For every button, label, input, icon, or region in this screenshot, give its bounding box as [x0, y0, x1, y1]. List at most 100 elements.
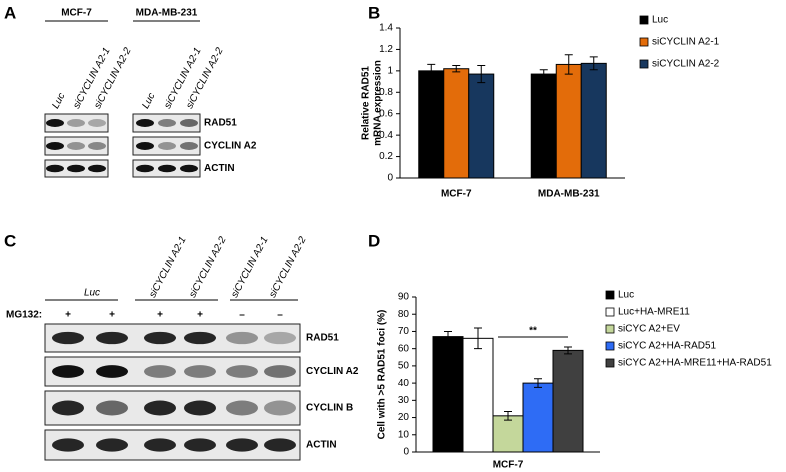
error-bar [539, 69, 548, 79]
blot-band [158, 119, 176, 127]
legend-swatch [605, 341, 615, 351]
blot-band [136, 164, 154, 173]
blot-band [88, 142, 106, 150]
bar [418, 70, 445, 179]
y-tick-label: 60 [398, 343, 410, 354]
blot-band [144, 365, 176, 378]
y-tick-label: 40 [398, 378, 410, 389]
blot-band [264, 365, 296, 378]
y-tick-label: 0 [387, 173, 393, 184]
blot-band [184, 365, 216, 378]
blot-band [180, 119, 198, 127]
blot-band [96, 331, 128, 345]
treatment-label: MG132: [6, 310, 42, 321]
blot-band [264, 438, 296, 452]
legend-label: siCYC A2+HA-RAD51 [618, 341, 717, 352]
legend-swatch [639, 15, 649, 25]
row-label: RAD51 [204, 118, 237, 129]
legend-label: siCYCLIN A2-2 [652, 59, 720, 70]
x-tick-label: MCF-7 [493, 460, 524, 471]
error-bar [589, 56, 598, 71]
lane-label: siCYCLIN A2-2 [187, 235, 229, 300]
blot-band [226, 400, 258, 416]
blot-band [264, 400, 296, 416]
row-label: ACTIN [306, 440, 337, 451]
blot-band [184, 331, 216, 345]
group-label: MCF-7 [61, 8, 92, 19]
panel-label: C [4, 231, 16, 250]
blot-band [52, 438, 84, 452]
row-label: CYCLIN B [306, 403, 353, 414]
blot-band [46, 164, 64, 173]
legend-label: siCYC A2+HA-MRE11+HA-RAD51 [618, 358, 772, 369]
bar [530, 73, 557, 179]
blot-band [52, 331, 84, 345]
bar [522, 382, 554, 453]
blot-band [52, 400, 84, 416]
group-label: Luc [84, 288, 100, 299]
bar [492, 415, 524, 453]
y-tick-label: 10 [398, 429, 410, 440]
blot-strip [44, 136, 109, 156]
blot-band [144, 400, 176, 416]
error-bar [504, 411, 512, 421]
lane-label: siCYCLIN A2-2 [267, 235, 309, 300]
legend-label: siCYCLIN A2-1 [652, 37, 720, 48]
blot-band [226, 438, 258, 452]
blot-band [226, 365, 258, 378]
y-tick-label: 30 [398, 395, 410, 406]
y-tick-label: 1 [387, 65, 393, 76]
treatment-mark: – [277, 310, 283, 321]
error-bar [427, 63, 436, 78]
blot-band [88, 119, 106, 127]
y-tick-label: 0.2 [379, 151, 393, 162]
row-label: RAD51 [306, 333, 339, 344]
panel-label: B [368, 3, 380, 22]
blot-band [52, 365, 84, 378]
bar [462, 337, 494, 453]
blot-band [96, 400, 128, 416]
blot-strip [44, 113, 109, 133]
y-tick-label: 0.4 [379, 130, 393, 141]
y-tick-label: 0.8 [379, 87, 393, 98]
blot-band [226, 331, 258, 345]
annotation: ** [529, 326, 537, 337]
error-bar [477, 65, 486, 84]
y-axis-label: Relative RAD51 [361, 66, 372, 140]
blot-band [46, 119, 64, 127]
legend-swatch [605, 324, 615, 334]
y-tick-label: 50 [398, 361, 410, 372]
y-tick-label: 0 [403, 447, 409, 458]
treatment-mark: + [197, 310, 203, 321]
legend-swatch [605, 307, 615, 317]
lane-label: siCYCLIN A2-1 [147, 235, 188, 300]
row-label: CYCLIN A2 [306, 366, 359, 377]
blot-band [88, 164, 106, 173]
blot-band [96, 438, 128, 452]
legend-label: Luc+HA-MRE11 [618, 307, 690, 318]
blot-band [46, 142, 64, 150]
blot-band [158, 142, 176, 150]
error-bar [474, 327, 482, 350]
error-bar [534, 378, 542, 388]
treatment-mark: + [157, 310, 163, 321]
error-bar [452, 65, 461, 73]
y-axis-label: Cell with >5 RAD51 foci (%) [377, 310, 388, 440]
blot-band [184, 400, 216, 416]
x-tick-label: MCF-7 [441, 189, 472, 200]
blot-band [158, 164, 176, 173]
bar [443, 68, 470, 179]
panel-label: D [368, 231, 380, 250]
bar [468, 73, 495, 179]
bar [580, 62, 607, 179]
blot-band [136, 142, 154, 150]
blot-band [180, 142, 198, 150]
lane-label: Luc [140, 91, 157, 110]
error-bar [444, 330, 452, 343]
x-tick-label: MDA-MB-231 [538, 189, 600, 200]
blot-band [96, 365, 128, 378]
legend-swatch [639, 37, 649, 47]
treatment-mark: + [65, 310, 71, 321]
blot-band [264, 331, 296, 345]
